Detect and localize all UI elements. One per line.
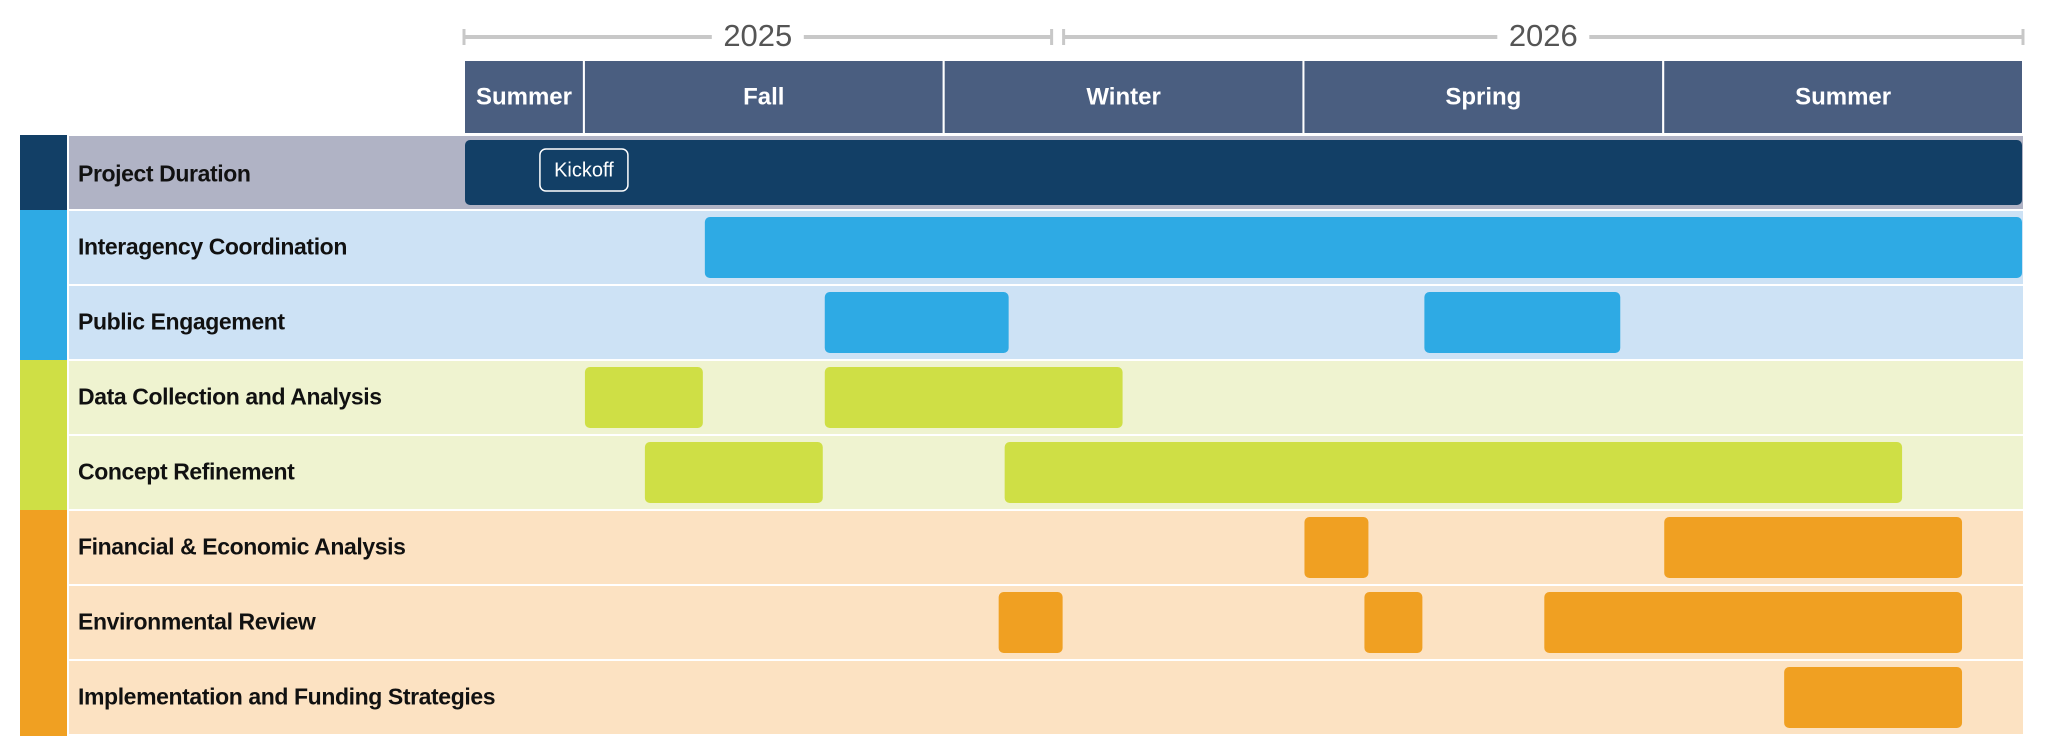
year-label: 2026 [1509, 18, 1578, 53]
task-bar [824, 367, 1123, 428]
task-bar [644, 442, 823, 503]
period-label: Winter [1086, 83, 1160, 110]
task-bar [1364, 592, 1423, 653]
row-background [69, 286, 2023, 359]
task-label: Public Engagement [78, 309, 285, 335]
task-label: Environmental Review [78, 609, 316, 635]
period-cell [463, 59, 585, 135]
task-bar [1304, 517, 1369, 578]
task-label: Project Duration [78, 161, 251, 187]
row-strip [20, 135, 67, 211]
row-strip [20, 210, 67, 286]
row-label-background [69, 136, 464, 209]
task-bar [824, 292, 1009, 353]
task-label: Interagency Coordination [78, 234, 347, 260]
milestone-label: Kickoff [554, 159, 614, 181]
period-label: Fall [743, 83, 784, 110]
task-label: Financial & Economic Analysis [78, 534, 406, 560]
task-bar [704, 217, 2022, 278]
row-strip [20, 360, 67, 436]
task-bar [1424, 292, 1621, 353]
task-bar [584, 367, 703, 428]
year-label: 2025 [723, 18, 792, 53]
period-cell [1662, 59, 2024, 135]
period-label: Summer [476, 83, 572, 110]
task-bar [465, 140, 2022, 205]
task-label: Implementation and Funding Strategies [78, 684, 495, 710]
row-strip [20, 585, 67, 661]
row-background [69, 661, 2023, 734]
period-label: Spring [1445, 83, 1521, 110]
task-bar [1784, 667, 1963, 728]
task-bar [1544, 592, 1963, 653]
task-bar [1664, 517, 1963, 578]
row-strip [20, 660, 67, 736]
task-bar [998, 592, 1063, 653]
task-label: Data Collection and Analysis [78, 384, 382, 410]
milestone-marker [539, 148, 629, 192]
row-strip [20, 435, 67, 511]
row-strip [20, 510, 67, 586]
task-label: Concept Refinement [78, 459, 295, 485]
period-label: Summer [1795, 83, 1891, 110]
row-strip [20, 285, 67, 361]
period-cell [582, 59, 945, 135]
task-bar [1004, 442, 1903, 503]
